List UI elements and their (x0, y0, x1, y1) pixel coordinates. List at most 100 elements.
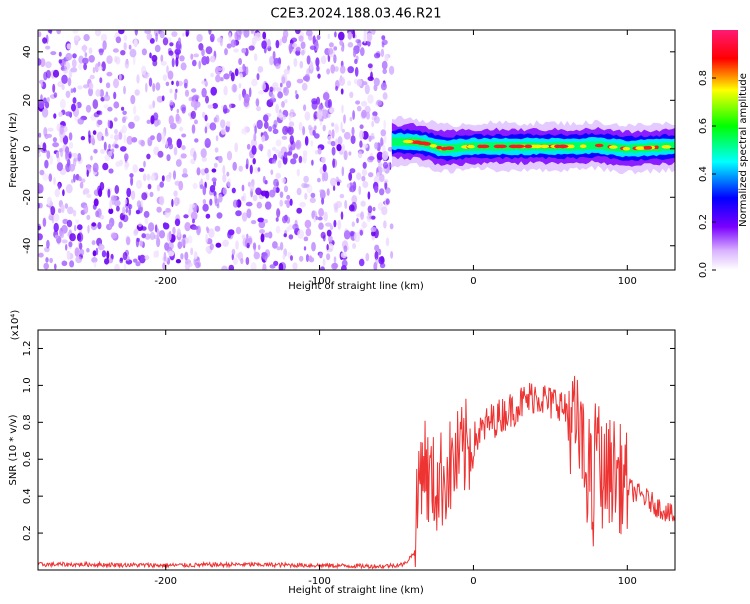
noise-cell (45, 257, 49, 263)
noise-cell (58, 59, 62, 64)
noise-cell (367, 205, 373, 214)
noise-cell (72, 209, 77, 217)
noise-cell (381, 42, 385, 48)
noise-cell (305, 228, 312, 237)
noise-cell (38, 99, 45, 109)
noise-cell (361, 222, 368, 229)
noise-cell (341, 166, 345, 177)
noise-cell (199, 184, 204, 190)
noise-cell (241, 212, 248, 222)
noise-cell (281, 177, 286, 184)
noise-cell (77, 118, 84, 125)
noise-cell (205, 56, 210, 65)
noise-cell (106, 250, 110, 260)
noise-cell (82, 189, 86, 196)
noise-cell (326, 253, 331, 261)
noise-cell (361, 109, 367, 119)
noise-cell (149, 38, 155, 44)
noise-cell (42, 217, 47, 227)
noise-cell (334, 66, 339, 72)
noise-cell (78, 63, 83, 71)
noise-cell (45, 61, 52, 69)
noise-cell (86, 247, 90, 253)
noise-cell (256, 106, 261, 112)
noise-cell (113, 117, 118, 122)
noise-cell (154, 224, 158, 233)
noise-cell (128, 44, 132, 50)
noise-cell (340, 46, 344, 52)
noise-cell (219, 38, 223, 47)
noise-cell (40, 94, 43, 101)
noise-cell (341, 144, 346, 153)
snr-y-tick-label: 1.2 (22, 341, 33, 357)
noise-cell (212, 102, 219, 109)
noise-cell (115, 36, 122, 44)
noise-cell (124, 153, 129, 161)
noise-cell (115, 161, 121, 168)
noise-cell (305, 30, 313, 37)
noise-cell (271, 146, 277, 152)
noise-cell (171, 198, 174, 208)
noise-cell (267, 149, 272, 158)
noise-cell (148, 104, 154, 110)
noise-cell (300, 49, 305, 56)
noise-cell (94, 30, 102, 37)
noise-cell (155, 32, 158, 42)
noise-cell (331, 262, 338, 270)
noise-cell (163, 222, 170, 230)
noise-cell (67, 206, 74, 215)
noise-cell (193, 53, 199, 58)
noise-cell (65, 146, 70, 155)
noise-cell (113, 78, 119, 89)
noise-cell (204, 126, 208, 134)
noise-cell (304, 192, 308, 200)
noise-cell (123, 263, 127, 270)
noise-cell (249, 182, 255, 192)
noise-cell (297, 229, 305, 239)
noise-cell (281, 35, 288, 44)
noise-cell (175, 57, 179, 67)
colorbar-tick-label: 0.2 (698, 214, 709, 230)
noise-cell (249, 164, 253, 175)
noise-cell (184, 89, 190, 97)
noise-cell (232, 257, 238, 265)
noise-cell (190, 211, 198, 221)
spectrogram-y-tick-label: 20 (22, 94, 33, 107)
noise-cell (269, 189, 276, 198)
noise-cell (159, 181, 164, 188)
noise-cell (181, 145, 186, 151)
noise-cell (103, 141, 107, 151)
noise-cell (341, 104, 344, 114)
noise-cell (40, 58, 46, 68)
noise-cell (153, 250, 158, 258)
noise-cell (109, 222, 112, 229)
noise-cell (310, 140, 314, 147)
noise-cell (168, 250, 175, 257)
noise-cell (281, 101, 285, 108)
noise-cell (286, 199, 291, 209)
noise-cell (192, 59, 197, 67)
noise-cell (296, 187, 302, 196)
noise-cell (135, 209, 141, 215)
noise-cell (243, 30, 250, 38)
noise-cell (169, 100, 174, 106)
noise-cell (99, 89, 105, 98)
noise-cell (64, 203, 69, 209)
noise-cell (153, 146, 160, 155)
noise-cell (42, 173, 49, 181)
noise-cell (157, 150, 164, 158)
noise-cell (120, 146, 127, 152)
noise-cell (61, 84, 65, 91)
noise-cell (374, 244, 380, 252)
noise-cell (164, 242, 170, 251)
noise-cell (360, 200, 366, 207)
noise-cell (326, 229, 332, 237)
noise-cell (54, 234, 59, 240)
noise-cell (52, 69, 60, 78)
noise-cell (88, 87, 93, 97)
noise-cell (254, 53, 258, 62)
noise-cell (259, 229, 265, 234)
noise-cell (47, 127, 54, 132)
